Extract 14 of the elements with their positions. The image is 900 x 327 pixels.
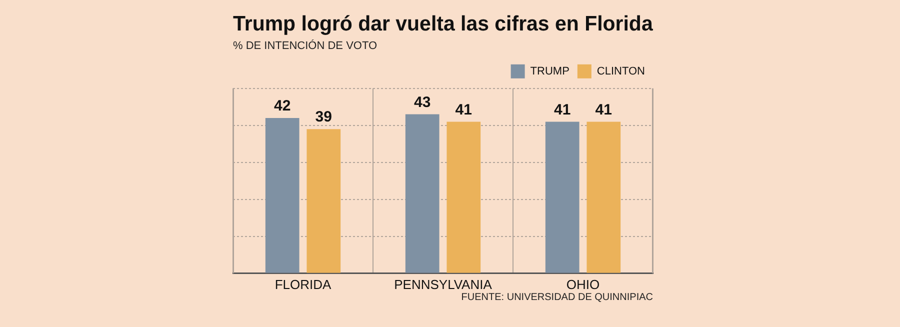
- data-label: 41: [455, 101, 472, 118]
- x-tick-label: PENNSYLVANIA: [394, 276, 492, 292]
- legend-label: CLINTON: [596, 65, 646, 78]
- data-label: 41: [595, 101, 612, 118]
- chart-title: Trump logró dar vuelta las cifras en Florida: [233, 12, 654, 36]
- data-label: 39: [315, 108, 332, 126]
- x-tick-label: FLORIDA: [274, 276, 332, 292]
- data-label: 41: [554, 101, 571, 118]
- data-label: 42: [274, 98, 291, 115]
- source-note: FUENTE: UNIVERSIDAD DE QUINNIPIAC: [461, 292, 653, 304]
- data-label: 43: [414, 94, 431, 111]
- x-tick-label: OHIO: [566, 276, 600, 292]
- chart-subtitle: % DE INTENCIÓN DE VOTO: [233, 38, 378, 52]
- legend-label: TRUMP: [530, 65, 570, 78]
